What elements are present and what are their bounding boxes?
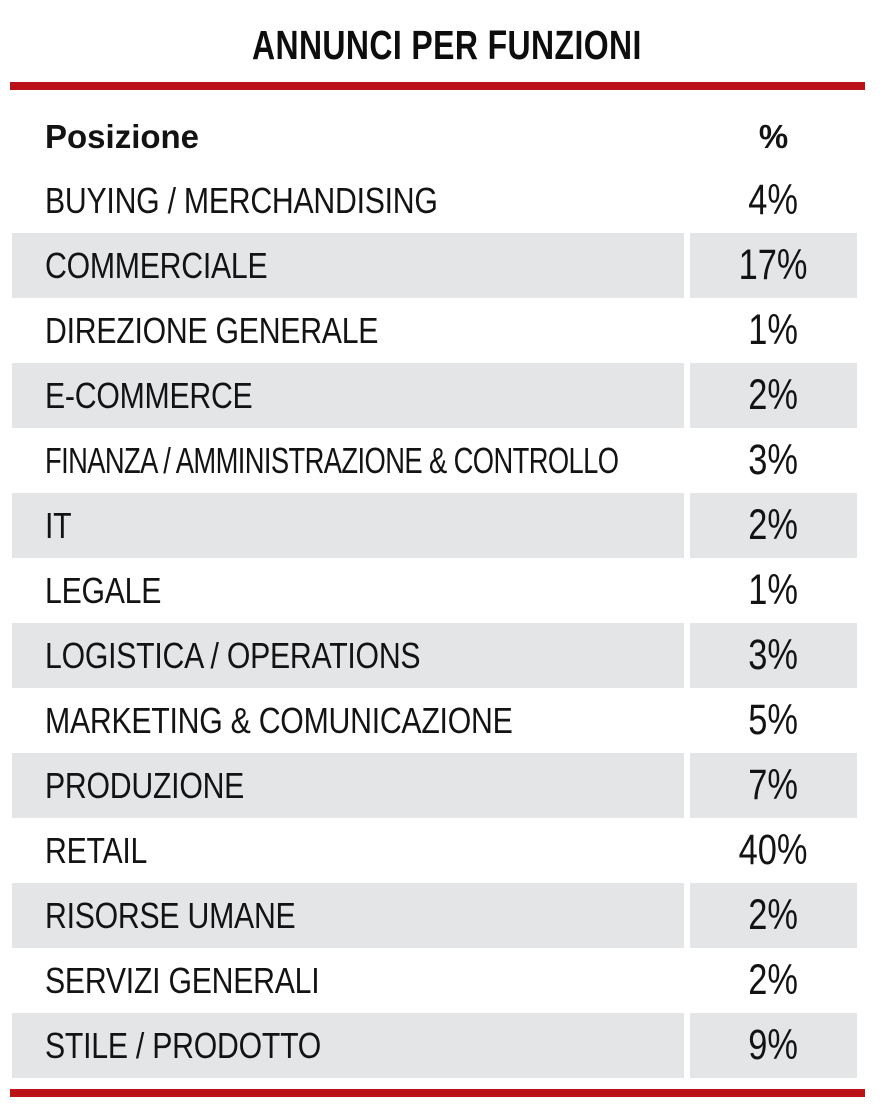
row-percent: 3%: [748, 436, 799, 484]
column-gap: [684, 623, 690, 688]
row-label: LOGISTICA / OPERATIONS: [45, 634, 421, 676]
table-row: BUYING / MERCHANDISING 4%: [12, 168, 857, 233]
table-row: E-COMMERCE 2%: [12, 363, 857, 428]
table-row: COMMERCIALE 17%: [12, 233, 857, 298]
row-label: COMMERCIALE: [45, 244, 268, 286]
column-gap: [684, 298, 690, 363]
page-title-text: ANNUNCI PER FUNZIONI: [251, 22, 642, 68]
row-percent: 40%: [739, 826, 808, 874]
row-label-cell: DIREZIONE GENERALE: [12, 298, 684, 363]
row-percent: 2%: [748, 501, 799, 549]
row-percent: 1%: [748, 306, 799, 354]
table-row: STILE / PRODOTTO 9%: [12, 1013, 857, 1078]
column-gap: [684, 493, 690, 558]
row-label: MARKETING & COMUNICAZIONE: [45, 699, 513, 741]
table-body: BUYING / MERCHANDISING 4% COMMERCIALE 17…: [12, 168, 857, 1078]
column-header-percent: %: [758, 117, 789, 155]
row-label: SERVIZI GENERALI: [45, 959, 320, 1001]
row-label: IT: [45, 504, 72, 546]
row-label-cell: STILE / PRODOTTO: [12, 1013, 684, 1078]
row-label: DIREZIONE GENERALE: [45, 309, 379, 351]
row-label-cell: FINANZA / AMMINISTRAZIONE & CONTROLLO: [12, 428, 684, 493]
column-gap: [684, 753, 690, 818]
page-title: ANNUNCI PER FUNZIONI: [0, 22, 893, 69]
row-percent: 1%: [748, 566, 799, 614]
row-label: E-COMMERCE: [45, 374, 253, 416]
row-percent: 17%: [739, 241, 808, 289]
table-row: LOGISTICA / OPERATIONS 3%: [12, 623, 857, 688]
bottom-red-rule: [10, 1089, 865, 1097]
row-percent-cell: 7%: [690, 753, 857, 818]
column-gap: [684, 1013, 690, 1078]
row-percent-cell: 9%: [690, 1013, 857, 1078]
table-row: DIREZIONE GENERALE 1%: [12, 298, 857, 363]
table-row: RETAIL 40%: [12, 818, 857, 883]
row-label: FINANZA / AMMINISTRAZIONE & CONTROLLO: [45, 439, 619, 481]
row-percent-cell: 2%: [690, 883, 857, 948]
column-gap: [684, 233, 690, 298]
table-row: IT 2%: [12, 493, 857, 558]
row-percent: 2%: [748, 371, 799, 419]
row-label: RETAIL: [45, 829, 148, 871]
row-label-cell: COMMERCIALE: [12, 233, 684, 298]
row-percent: 9%: [748, 1021, 799, 1069]
row-percent-cell: 17%: [690, 233, 857, 298]
row-label: STILE / PRODOTTO: [45, 1024, 322, 1066]
table-row: LEGALE 1%: [12, 558, 857, 623]
row-label-cell: E-COMMERCE: [12, 363, 684, 428]
row-label-cell: MARKETING & COMUNICAZIONE: [12, 688, 684, 753]
column-gap: [684, 883, 690, 948]
column-gap: [684, 688, 690, 753]
row-percent-cell: 3%: [690, 428, 857, 493]
table-row: MARKETING & COMUNICAZIONE 5%: [12, 688, 857, 753]
row-label-cell: RISORSE UMANE: [12, 883, 684, 948]
row-label-cell: PRODUZIONE: [12, 753, 684, 818]
table-row: FINANZA / AMMINISTRAZIONE & CONTROLLO 3%: [12, 428, 857, 493]
row-percent: 2%: [748, 956, 799, 1004]
row-percent: 5%: [748, 696, 799, 744]
row-percent: 7%: [748, 761, 799, 809]
row-label: PRODUZIONE: [45, 764, 245, 806]
row-percent-cell: 40%: [690, 818, 857, 883]
row-percent-cell: 4%: [690, 168, 857, 233]
row-percent: 2%: [748, 891, 799, 939]
column-gap: [684, 363, 690, 428]
column-gap: [684, 428, 690, 493]
table-row: PRODUZIONE 7%: [12, 753, 857, 818]
column-gap: [684, 168, 690, 233]
row-label-cell: SERVIZI GENERALI: [12, 948, 684, 1013]
top-red-rule: [10, 82, 865, 90]
row-label-cell: RETAIL: [12, 818, 684, 883]
row-percent: 4%: [748, 176, 799, 224]
column-gap: [684, 948, 690, 1013]
row-percent-cell: 1%: [690, 558, 857, 623]
row-label-cell: IT: [12, 493, 684, 558]
column-gap: [684, 558, 690, 623]
row-percent-cell: 1%: [690, 298, 857, 363]
row-label-cell: LEGALE: [12, 558, 684, 623]
row-percent-cell: 2%: [690, 493, 857, 558]
row-label-cell: LOGISTICA / OPERATIONS: [12, 623, 684, 688]
column-header-posizione: Posizione: [45, 117, 200, 155]
table-row: SERVIZI GENERALI 2%: [12, 948, 857, 1013]
column-gap: [684, 818, 690, 883]
table-header-row: Posizione %: [12, 105, 857, 168]
row-percent: 3%: [748, 631, 799, 679]
row-percent-cell: 2%: [690, 948, 857, 1013]
table-row: RISORSE UMANE 2%: [12, 883, 857, 948]
row-percent-cell: 2%: [690, 363, 857, 428]
row-label: LEGALE: [45, 569, 162, 611]
row-label-cell: BUYING / MERCHANDISING: [12, 168, 684, 233]
row-label: BUYING / MERCHANDISING: [45, 179, 438, 221]
row-percent-cell: 5%: [690, 688, 857, 753]
row-percent-cell: 3%: [690, 623, 857, 688]
row-label: RISORSE UMANE: [45, 894, 296, 936]
